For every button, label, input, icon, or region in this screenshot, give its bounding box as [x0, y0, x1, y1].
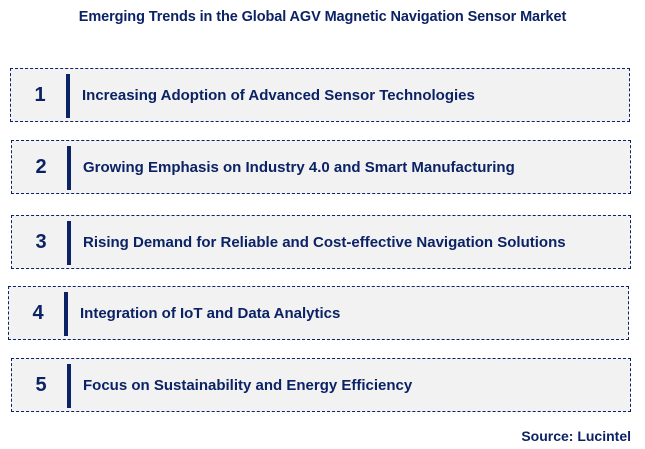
- trend-number: 2: [35, 155, 47, 178]
- trend-label: Rising Demand for Reliable and Cost-effe…: [83, 233, 566, 251]
- trend-number: 1: [34, 83, 46, 106]
- divider-bar: [67, 364, 71, 408]
- source-credit: Source: Lucintel: [521, 428, 631, 444]
- trend-item-3: 3 Rising Demand for Reliable and Cost-ef…: [11, 215, 631, 269]
- trend-label: Growing Emphasis on Industry 4.0 and Sma…: [83, 158, 515, 176]
- trend-item-2: 2 Growing Emphasis on Industry 4.0 and S…: [11, 140, 631, 194]
- trend-label: Integration of IoT and Data Analytics: [80, 304, 341, 322]
- trend-item-1: 1 Increasing Adoption of Advanced Sensor…: [10, 68, 630, 122]
- diagram-title: Emerging Trends in the Global AGV Magnet…: [78, 9, 567, 25]
- trend-item-5: 5 Focus on Sustainability and Energy Eff…: [11, 358, 631, 412]
- divider-bar: [66, 74, 70, 118]
- trend-label: Increasing Adoption of Advanced Sensor T…: [82, 86, 475, 104]
- divider-bar: [67, 221, 71, 265]
- trend-number: 3: [35, 230, 47, 253]
- divider-bar: [67, 146, 71, 190]
- trend-number: 5: [35, 373, 47, 396]
- trend-label: Focus on Sustainability and Energy Effic…: [83, 376, 413, 394]
- divider-bar: [64, 292, 68, 336]
- trend-number: 4: [32, 301, 44, 324]
- trend-item-4: 4 Integration of IoT and Data Analytics: [8, 286, 629, 340]
